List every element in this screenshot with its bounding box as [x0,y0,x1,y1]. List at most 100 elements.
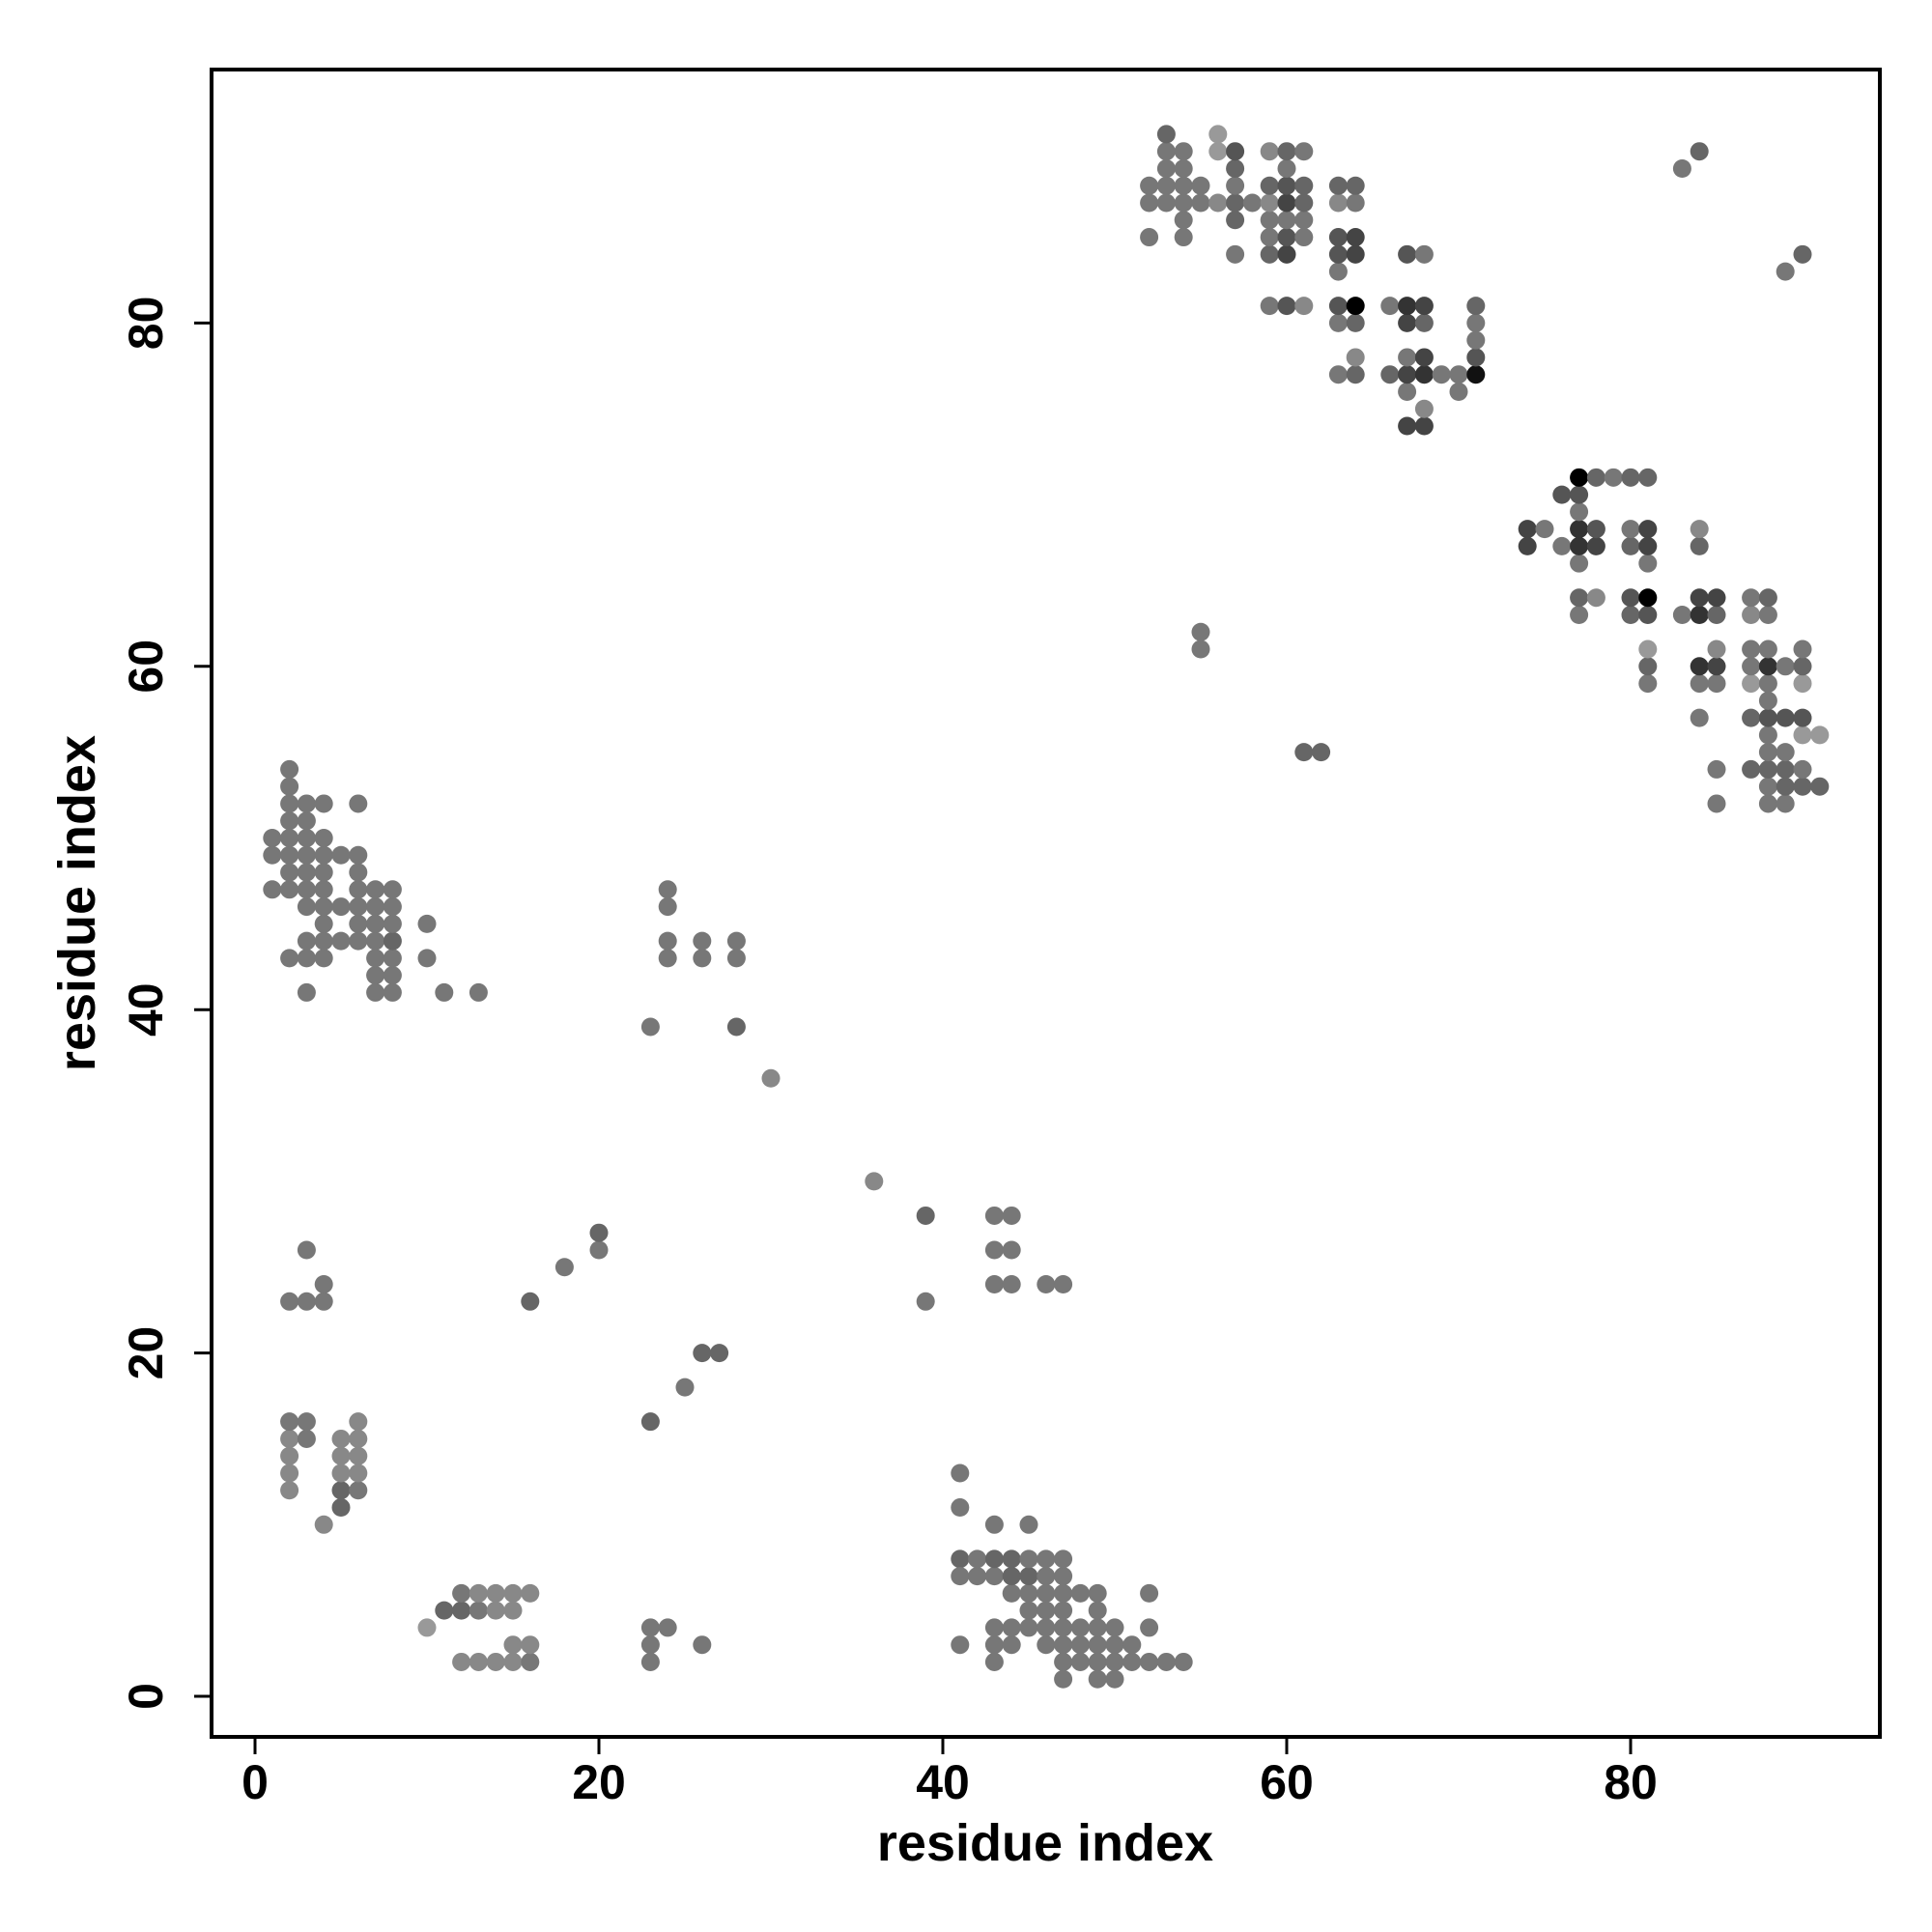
data-point [984,1240,1004,1260]
data-point [1758,639,1777,659]
data-point [1398,382,1417,401]
data-point [297,1412,316,1432]
data-point [280,880,299,899]
data-point [331,1463,351,1483]
data-point [297,845,316,865]
data-point [658,897,677,917]
data-point [297,982,316,1002]
data-point [1776,759,1795,779]
data-point [1088,1652,1107,1671]
data-point [349,794,368,813]
data-point [1140,228,1159,247]
data-point [1414,365,1434,384]
data-point [865,1172,884,1191]
data-point [349,1412,368,1432]
data-point [383,880,402,899]
data-point [314,914,333,933]
data-point [297,1292,316,1311]
data-point [1105,1669,1124,1689]
data-point [366,966,385,985]
x-tick-label: 20 [572,1755,626,1809]
data-point [1690,520,1709,539]
data-point [1260,244,1279,264]
data-point [1140,176,1159,195]
data-point [1621,605,1640,624]
data-point [1277,244,1296,264]
data-point [1070,1652,1090,1671]
data-point [1742,708,1761,727]
data-point [1294,142,1314,161]
data-point [503,1583,523,1603]
data-point [349,897,368,917]
data-point [1758,605,1777,624]
data-point [1570,468,1589,487]
data-point [1638,605,1658,624]
data-point [1294,297,1314,316]
data-point [1758,725,1777,745]
data-point [1449,365,1468,384]
data-point [1226,211,1245,230]
data-point [1398,313,1417,332]
data-point [984,1618,1004,1637]
data-point [1174,228,1193,247]
data-point [1570,605,1589,624]
data-point [331,931,351,951]
data-point [452,1601,471,1620]
data-point [675,1378,695,1397]
data-point [1191,176,1210,195]
data-point [435,1601,454,1620]
data-point [1776,743,1795,762]
data-point [951,1498,970,1518]
data-point [1638,674,1658,694]
data-point [1380,297,1400,316]
data-point [521,1583,540,1603]
data-point [1398,297,1417,316]
data-point [1570,502,1589,522]
data-point [1758,759,1777,779]
data-point [280,949,299,968]
data-point [1174,193,1193,213]
data-point [1088,1669,1107,1689]
data-point [1019,1515,1038,1534]
data-point [1742,674,1761,694]
data-point [658,949,677,968]
data-point [1328,262,1348,281]
data-point [1174,1652,1193,1671]
data-point [1105,1652,1124,1671]
data-point [640,1017,660,1037]
data-point [1776,708,1795,727]
data-point [1208,125,1228,144]
data-point [349,1429,368,1448]
data-point [1002,1549,1021,1569]
data-point [1174,211,1193,230]
data-point [314,880,333,899]
data-point [1070,1635,1090,1655]
data-point [1226,158,1245,178]
data-point [693,949,712,968]
x-tick-label: 60 [1260,1755,1314,1809]
data-point [1758,588,1777,608]
data-point [1156,125,1176,144]
data-point [1432,365,1451,384]
data-point [1570,485,1589,504]
y-tick-label: 80 [119,297,173,351]
data-point [1054,1601,1073,1620]
data-point [1226,176,1245,195]
x-tick-label: 80 [1604,1755,1658,1809]
data-point [1638,536,1658,555]
data-point [1328,365,1348,384]
data-point [1346,297,1365,316]
data-point [1140,1583,1159,1603]
data-point [469,1652,488,1671]
x-tick-label: 40 [916,1755,970,1809]
data-point [1518,520,1537,539]
data-point [1002,1618,1021,1637]
data-point [1294,228,1314,247]
data-point [1672,158,1691,178]
data-point [1742,759,1761,779]
data-point [1140,193,1159,213]
data-point [314,897,333,917]
data-point [1277,211,1296,230]
data-point [1466,365,1486,384]
data-point [1260,211,1279,230]
